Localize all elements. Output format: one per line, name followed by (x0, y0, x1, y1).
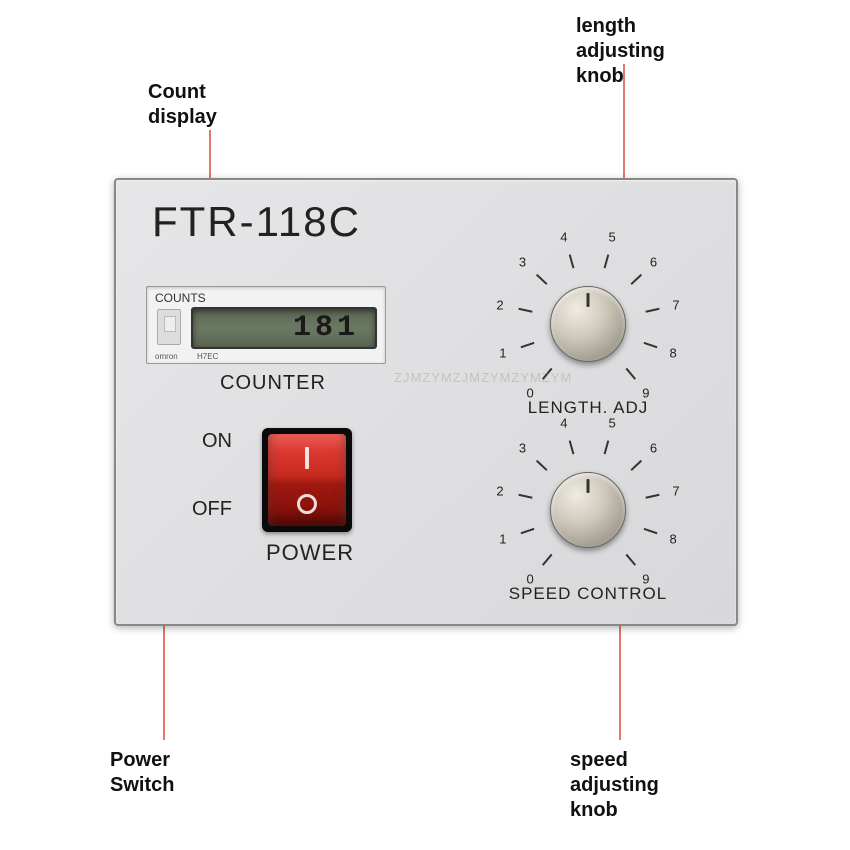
power-switch[interactable] (262, 428, 352, 532)
power-on-mark-icon (305, 447, 309, 469)
length-dial-tick (569, 254, 575, 268)
length-dial-number: 2 (496, 297, 503, 312)
power-on-label: ON (202, 430, 232, 453)
length-dial-tick (518, 308, 532, 313)
speed-dial-tick (518, 494, 532, 499)
speed-dial-tick (626, 554, 637, 566)
speed-dial-number: 3 (519, 441, 526, 456)
callout-length-knob: lengthadjustingknob (576, 14, 665, 89)
watermark-text: ZJMZYMZJMZYMZYMZYM (394, 370, 572, 385)
callout-power-switch: PowerSwitch (110, 748, 174, 798)
speed-dial-tick (604, 440, 610, 454)
length-dial-tick (536, 274, 548, 285)
speed-adjusting-knob[interactable] (550, 472, 626, 548)
counts-label: COUNTS (155, 291, 206, 305)
length-dial-tick (644, 342, 658, 348)
speed-dial-number: 4 (560, 416, 567, 431)
length-dial-number: 1 (499, 346, 506, 361)
length-dial-number: 5 (609, 230, 616, 245)
power-rocker[interactable] (268, 434, 346, 526)
speed-dial-tick (569, 440, 575, 454)
length-dial-tick (626, 368, 637, 380)
count-display-lcd: 181 (191, 307, 377, 349)
speed-dial-number: 1 (499, 532, 506, 547)
length-dial-tick (521, 342, 535, 348)
speed-dial-tick (521, 528, 535, 534)
power-off-label: OFF (192, 498, 232, 521)
speed-dial-tick (645, 494, 659, 499)
length-adjusting-knob[interactable] (550, 286, 626, 362)
speed-knob-group: 0123456789 SPEED CONTROL (488, 418, 688, 598)
counter-module: COUNTS 181 omron H7EC (146, 286, 386, 364)
speed-dial-tick (644, 528, 658, 534)
power-off-mark-icon (297, 494, 317, 514)
callout-count-display: Countdisplay (148, 80, 217, 130)
length-dial-number: 3 (519, 255, 526, 270)
length-dial-number: 8 (670, 346, 677, 361)
speed-knob-label: SPEED CONTROL (488, 584, 688, 604)
length-dial-tick (604, 254, 610, 268)
speed-dial-number: 2 (496, 483, 503, 498)
speed-dial-number: 5 (609, 416, 616, 431)
speed-dial-number: 8 (670, 532, 677, 547)
length-dial-number: 7 (672, 297, 679, 312)
length-dial-number: 6 (650, 255, 657, 270)
speed-dial-tick (631, 460, 643, 471)
length-dial-number: 4 (560, 230, 567, 245)
length-knob-label: LENGTH. ADJ (488, 398, 688, 418)
counter-reset-switch[interactable] (157, 309, 181, 345)
length-dial-tick (645, 308, 659, 313)
length-dial-tick (631, 274, 643, 285)
speed-dial-tick (536, 460, 548, 471)
speed-dial-tick (542, 554, 553, 566)
callout-speed-knob: speedadjustingknob (570, 748, 659, 823)
length-knob-group: 0123456789 LENGTH. ADJ (488, 232, 688, 412)
speed-dial-number: 6 (650, 441, 657, 456)
counter-label: COUNTER (220, 372, 326, 395)
counter-brand-model: H7EC (197, 352, 218, 361)
model-title: FTR-118C (152, 198, 361, 246)
control-panel: FTR-118C COUNTS 181 omron H7EC COUNTER O… (114, 178, 738, 626)
power-label: POWER (266, 540, 354, 566)
counter-brand: omron (155, 352, 178, 361)
speed-dial-number: 7 (672, 483, 679, 498)
